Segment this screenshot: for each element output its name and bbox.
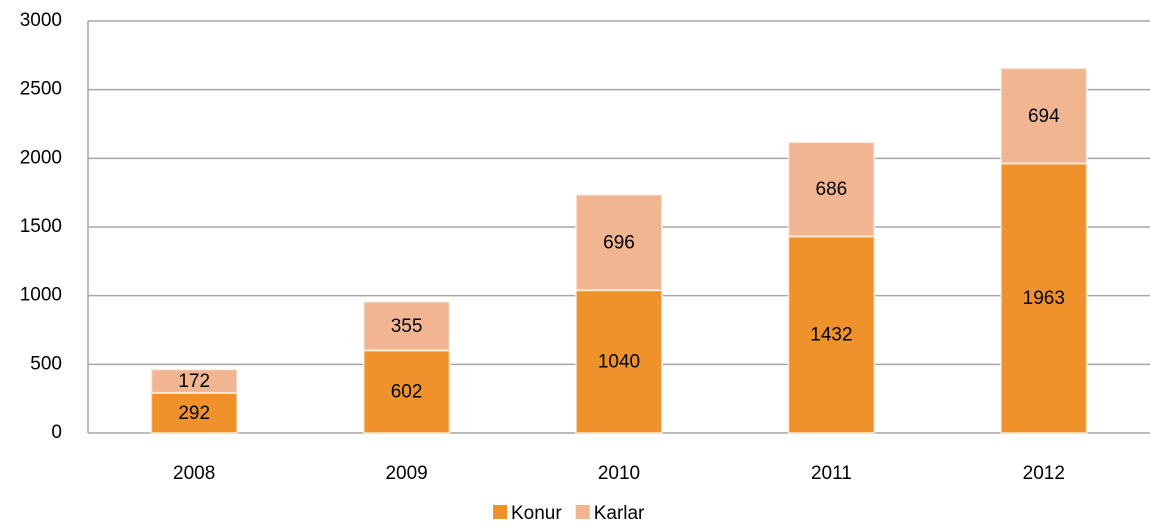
x-tick-label: 2011	[811, 463, 852, 484]
data-label: 1040	[598, 352, 640, 373]
y-tick-label: 3000	[20, 10, 62, 31]
bar-segment	[575, 289, 663, 434]
bar-segment	[362, 349, 451, 435]
bar-segment	[999, 162, 1088, 434]
data-label: 1963	[1023, 288, 1065, 309]
y-tick-label: 2000	[20, 147, 62, 168]
y-tick-label: 1000	[20, 285, 62, 306]
bar-segment	[575, 193, 663, 292]
y-tick-label: 500	[30, 353, 62, 374]
data-label: 355	[391, 316, 423, 337]
data-label: 292	[178, 403, 210, 424]
legend-label: Konur	[511, 503, 562, 524]
bar-segment	[362, 300, 451, 352]
legend-swatch	[493, 505, 507, 519]
legend-swatch	[575, 505, 590, 519]
data-label: 694	[1028, 106, 1060, 127]
y-tick-label: 2500	[20, 79, 62, 100]
y-tick-label: 1500	[20, 216, 62, 237]
data-label: 172	[178, 371, 210, 392]
data-label: 1432	[810, 325, 852, 346]
x-tick-label: 2010	[598, 463, 640, 484]
bar-segment	[999, 67, 1088, 165]
x-tick-label: 2009	[385, 463, 427, 484]
data-label: 686	[816, 179, 848, 200]
x-tick-label: 2008	[173, 463, 215, 484]
bar-segment	[150, 368, 239, 394]
data-label: 602	[391, 382, 423, 403]
legend-label: Karlar	[594, 503, 645, 524]
x-tick-label: 2012	[1023, 463, 1065, 484]
y-tick-label: 0	[51, 422, 62, 443]
data-label: 696	[603, 232, 635, 253]
bar-segment	[150, 391, 239, 435]
bar-segment	[787, 141, 876, 238]
